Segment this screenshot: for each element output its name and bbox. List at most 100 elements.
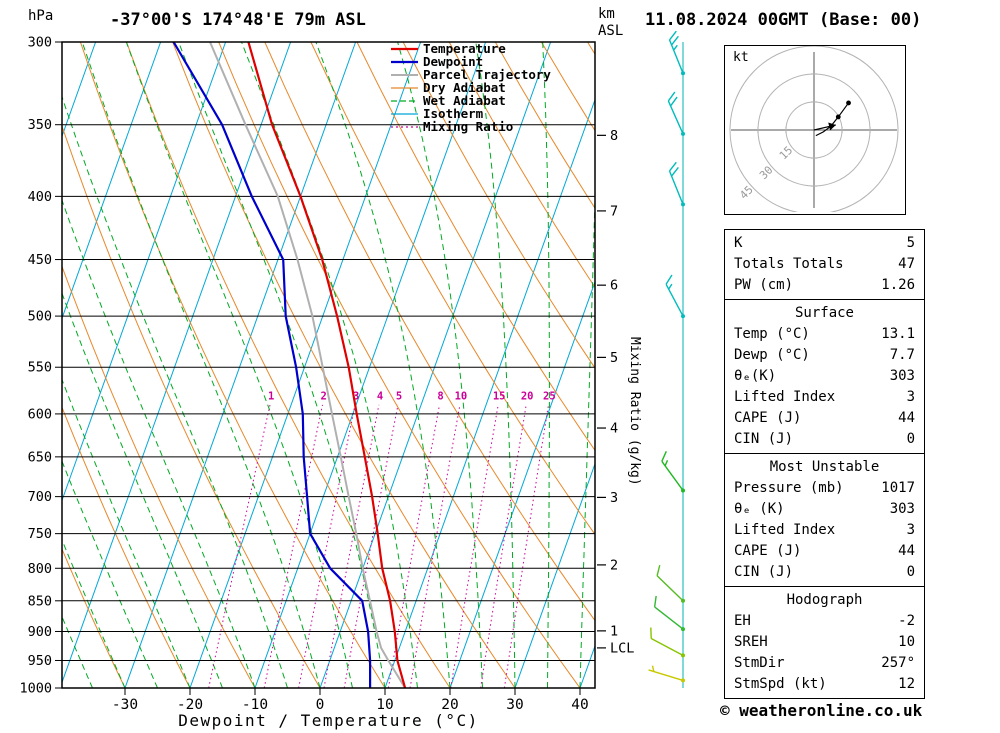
svg-text:8: 8 bbox=[437, 390, 443, 402]
svg-text:850: 850 bbox=[28, 593, 52, 609]
stat-label: θₑ (K) bbox=[734, 501, 785, 517]
plot-border bbox=[61, 41, 596, 689]
stat-value: 10 bbox=[898, 634, 915, 650]
stat-row: Dewp (°C) 7.7 bbox=[725, 345, 924, 366]
stat-row: Lifted Index 3 bbox=[725, 520, 924, 541]
svg-text:25: 25 bbox=[543, 390, 556, 402]
svg-text:950: 950 bbox=[28, 653, 52, 669]
svg-text:20: 20 bbox=[441, 697, 458, 713]
svg-text:300: 300 bbox=[28, 35, 52, 51]
svg-text:Parcel Trajectory: Parcel Trajectory bbox=[423, 67, 551, 82]
stat-row: Totals Totals 47 bbox=[725, 254, 924, 275]
stat-row: CIN (J) 0 bbox=[725, 562, 924, 583]
stat-label: PW (cm) bbox=[734, 277, 794, 293]
stat-label: CIN (J) bbox=[734, 431, 794, 447]
hodograph-ring bbox=[785, 101, 843, 159]
stat-row: CAPE (J) 44 bbox=[725, 408, 924, 429]
stat-row: CIN (J) 0 bbox=[725, 429, 924, 450]
svg-text:8: 8 bbox=[610, 128, 618, 144]
stat-row: Pressure (mb) 1017 bbox=[725, 478, 924, 499]
hodograph-ring-label: 30 bbox=[757, 163, 776, 182]
svg-text:Dewpoint / Temperature (°C): Dewpoint / Temperature (°C) bbox=[178, 711, 479, 730]
stat-label: Lifted Index bbox=[734, 522, 836, 538]
stat-value: 44 bbox=[898, 543, 915, 559]
stats-panel: K 5 Totals Totals 47 PW (cm) 1.26 Surface Temp … bbox=[724, 229, 925, 699]
altitude-axis-unit: km ASL bbox=[598, 6, 623, 40]
svg-text:450: 450 bbox=[28, 252, 52, 268]
stats-section: K 5 Totals Totals 47 PW (cm) 1.26 bbox=[724, 229, 925, 300]
svg-text:1000: 1000 bbox=[19, 681, 52, 697]
svg-text:1: 1 bbox=[268, 390, 274, 402]
stats-section-header: Hodograph bbox=[786, 592, 863, 608]
hodograph-unit-label: kt bbox=[733, 50, 749, 65]
wet-adiabat-lines bbox=[62, 42, 595, 688]
hodograph-trace-dot bbox=[835, 114, 841, 120]
stat-row: EH -2 bbox=[725, 611, 924, 632]
station-title: -37°00'S 174°48'E 79m ASL bbox=[110, 10, 366, 30]
svg-text:-30: -30 bbox=[112, 697, 138, 713]
hodograph-trace bbox=[815, 102, 850, 137]
svg-text:700: 700 bbox=[28, 489, 52, 505]
hodograph-panel: 15 30 45 kt bbox=[724, 45, 906, 215]
stat-value: 1.26 bbox=[881, 277, 915, 293]
datetime-title: 11.08.2024 00GMT (Base: 00) bbox=[645, 10, 922, 30]
svg-text:-20: -20 bbox=[177, 697, 203, 713]
svg-text:-10: -10 bbox=[242, 697, 268, 713]
svg-text:2: 2 bbox=[610, 557, 618, 573]
stat-value: 44 bbox=[898, 410, 915, 426]
stat-label: CIN (J) bbox=[734, 564, 794, 580]
svg-text:20: 20 bbox=[521, 390, 534, 402]
stat-value: 303 bbox=[889, 368, 915, 384]
altitude-unit-km: km bbox=[598, 6, 615, 22]
hodograph-trace-dot bbox=[846, 100, 851, 106]
altitude-unit-asl: ASL bbox=[598, 23, 624, 39]
svg-text:3: 3 bbox=[353, 390, 359, 402]
stat-row: Temp (°C) 13.1 bbox=[725, 324, 924, 345]
stat-value: -2 bbox=[898, 613, 915, 629]
stat-value: 5 bbox=[906, 235, 915, 251]
stat-label: CAPE (J) bbox=[734, 410, 802, 426]
svg-text:350: 350 bbox=[28, 117, 52, 133]
stat-row: CAPE (J) 44 bbox=[725, 541, 924, 562]
svg-text:1: 1 bbox=[610, 623, 618, 639]
svg-text:Isotherm: Isotherm bbox=[423, 106, 484, 121]
stat-row: StmDir 257° bbox=[725, 653, 924, 674]
stat-value: 7.7 bbox=[889, 347, 915, 363]
dewpoint-line bbox=[172, 42, 372, 688]
temperature-line bbox=[247, 42, 407, 688]
stat-row: SREH 10 bbox=[725, 632, 924, 653]
stat-row: θₑ (K) 303 bbox=[725, 499, 924, 520]
stat-label: K bbox=[734, 235, 743, 251]
stats-section-header: Surface bbox=[794, 305, 854, 321]
parcel-trajectory-line bbox=[209, 42, 407, 688]
isotherm-lines bbox=[62, 42, 595, 688]
svg-text:30: 30 bbox=[506, 697, 523, 713]
mixing-ratio-value-labels: 1 2 3 4 5 8 10 15 20 25 bbox=[268, 390, 556, 402]
svg-text:3: 3 bbox=[610, 490, 618, 506]
svg-text:900: 900 bbox=[28, 624, 52, 640]
stat-value: 0 bbox=[906, 564, 915, 580]
stat-label: θₑ(K) bbox=[734, 368, 777, 384]
stat-label: Dewp (°C) bbox=[734, 347, 810, 363]
hodograph-ring bbox=[757, 73, 871, 187]
stat-value: 12 bbox=[898, 676, 915, 692]
stat-row: PW (cm) 1.26 bbox=[725, 275, 924, 296]
svg-text:0: 0 bbox=[316, 697, 325, 713]
stat-label: SREH bbox=[734, 634, 768, 650]
stats-section-header: Most Unstable bbox=[769, 459, 880, 475]
svg-text:10: 10 bbox=[455, 390, 468, 402]
wind-barbs bbox=[648, 30, 685, 688]
stat-label: Temp (°C) bbox=[734, 326, 810, 342]
hodograph-ring-label: 15 bbox=[777, 144, 796, 163]
svg-text:10: 10 bbox=[376, 697, 393, 713]
svg-text:5: 5 bbox=[610, 350, 618, 366]
svg-text:Temperature: Temperature bbox=[423, 41, 506, 56]
stat-value: 13.1 bbox=[881, 326, 915, 342]
svg-text:500: 500 bbox=[28, 309, 52, 325]
temperature-axis-labels: -30 -20 -10 0 10 20 30 40 Dewpoint / Temperature… bbox=[112, 688, 589, 730]
